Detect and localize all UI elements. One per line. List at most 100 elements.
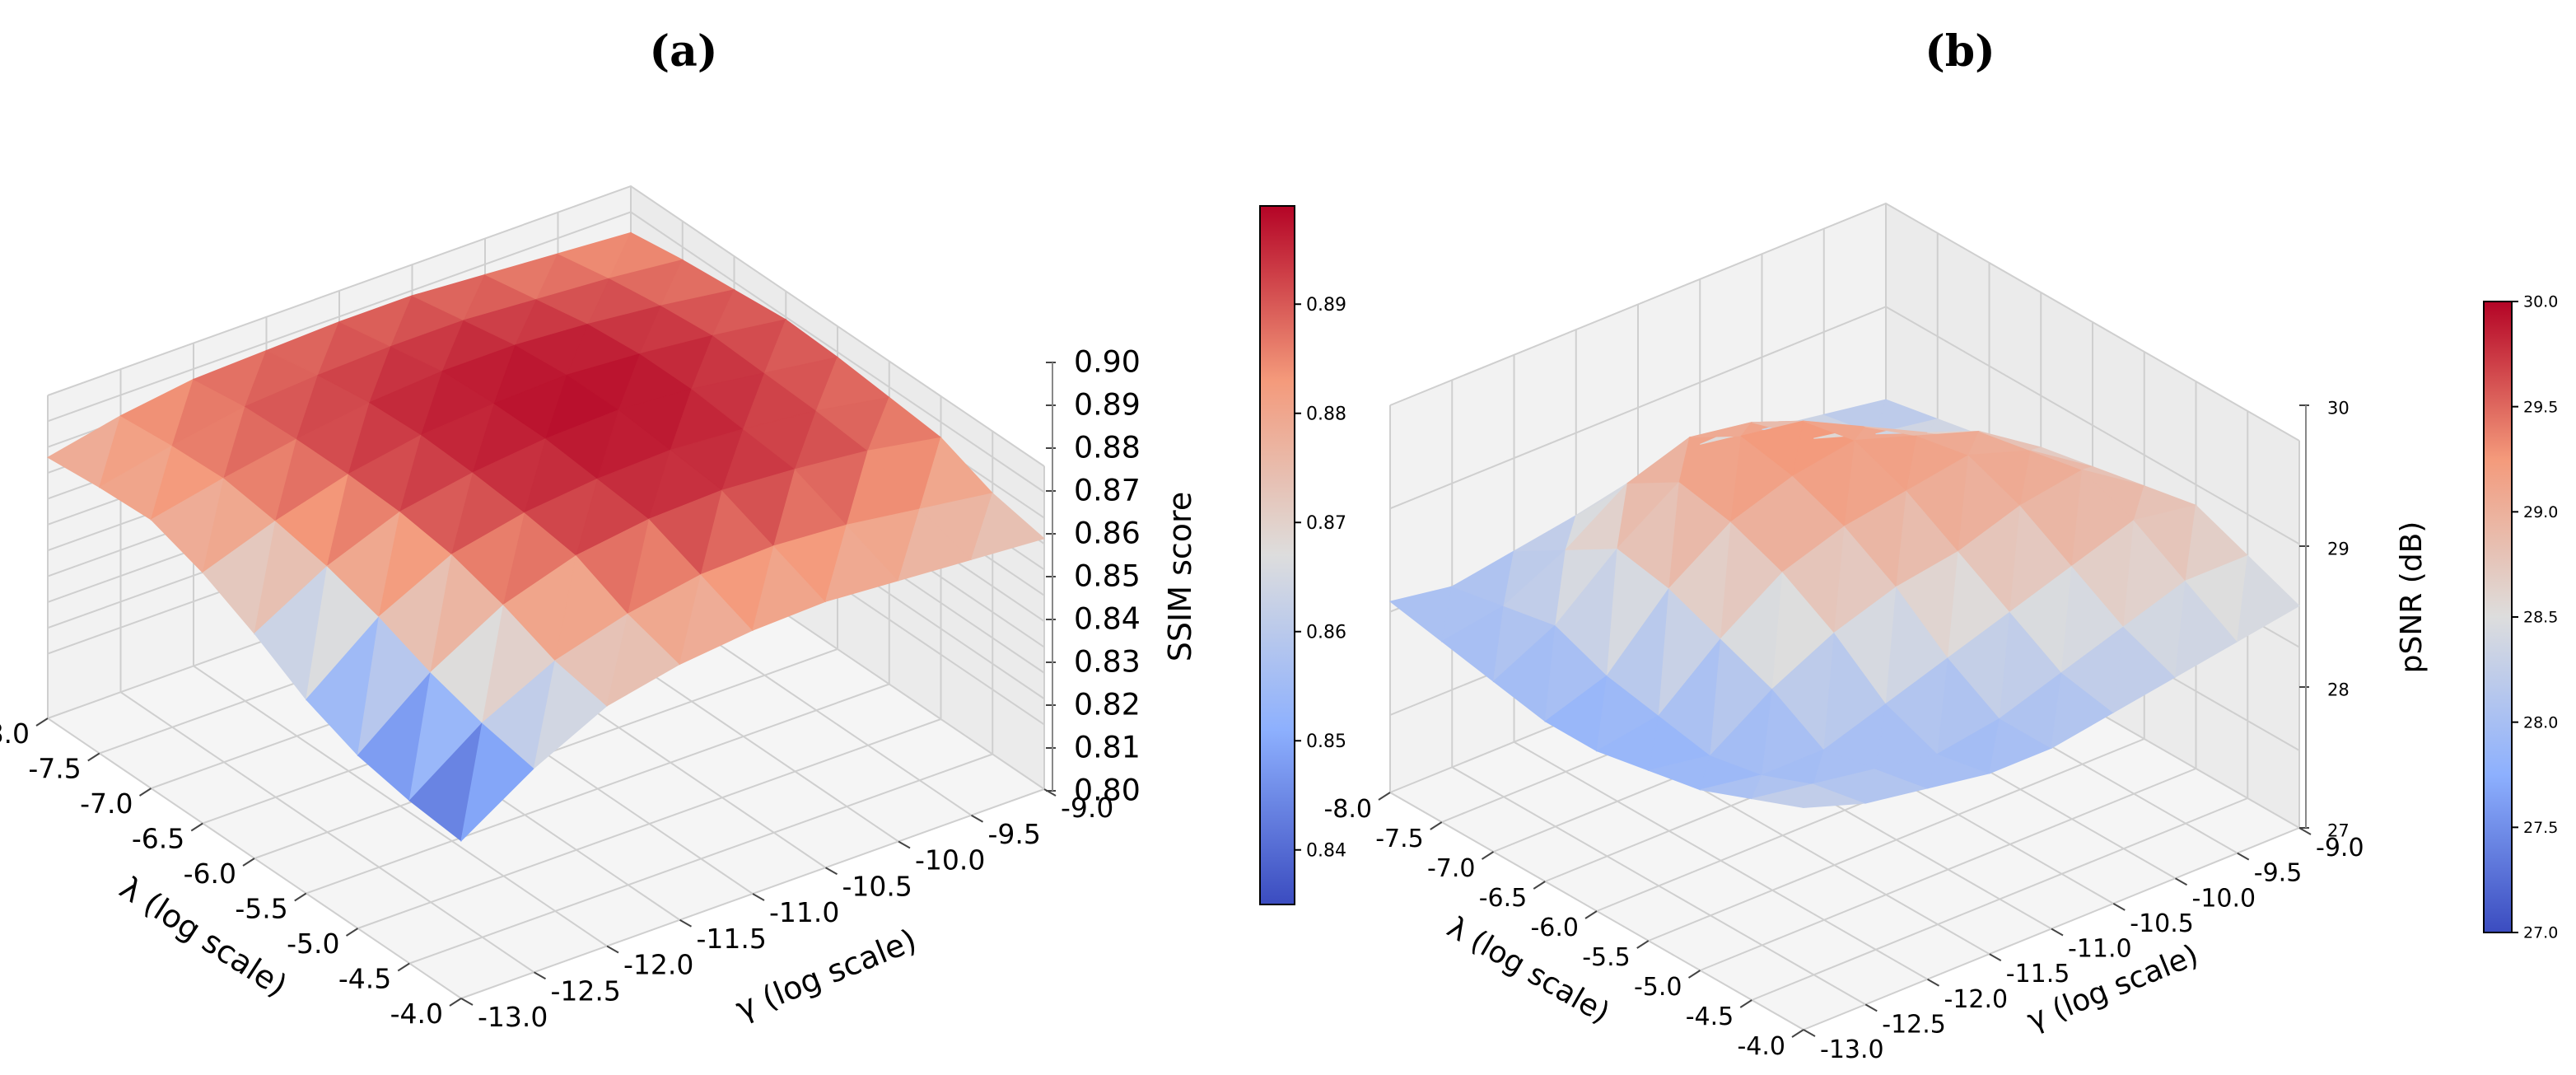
x-tick-label: -5.0 [1634,973,1682,1002]
z-tick-label: 0.89 [1074,387,1141,423]
y-tick-mark [2298,827,2312,835]
y-tick-label: -11.0 [769,896,839,928]
y-tick-label: -12.0 [623,949,693,981]
y-tick-mark [460,998,474,1006]
z-tick-label: 0.90 [1074,344,1141,380]
colorbar-tick-label: 0.88 [1306,404,1346,424]
z-tick-label: 0.83 [1074,644,1141,680]
y-tick-label: -9.0 [2316,834,2364,862]
x-tick-mark [449,998,462,1007]
gridline-y [1513,354,1928,980]
z-tick-label: 28 [2327,680,2350,700]
y-tick-mark [898,840,911,849]
x-tick-label: -5.5 [1582,943,1631,972]
surface-facet [970,492,1046,561]
x-tick-mark [138,788,152,797]
gridline-y [1451,380,1866,1006]
colorbar [2483,301,2513,933]
y-tick-mark [606,945,619,954]
x-tick-mark [1533,881,1546,890]
y-tick-label: -11.5 [697,923,767,955]
y-tick-label: -11.5 [2006,960,2070,989]
x-tick-label: -6.0 [1530,914,1579,942]
colorbar-tick-label: 28.5 [2523,609,2558,627]
y-tick-label: -9.0 [1061,792,1113,824]
colorbar-tick-label: 29.0 [2523,503,2558,521]
y-tick-mark [2112,903,2126,911]
colorbar-tick-label: 0.87 [1306,513,1346,534]
x-tick-mark [1687,970,1701,979]
panel-a: (a) -8.0-7.5-7.0-6.5-6.0-5.5-5.0-4.5-4.0 -… [0,26,1346,1033]
colorbar-tick-label: 27.0 [2523,924,2558,942]
x-tick-label: -6.5 [1479,884,1528,913]
x-tick-mark [294,892,307,902]
y-tick-label: -13.0 [1820,1035,1884,1064]
x-tick-label: -4.0 [390,998,443,1030]
y-tick-mark [2237,852,2250,861]
y-tick-mark [1927,978,1939,987]
y-tick-mark [825,867,838,876]
colorbar-tick-label: 27.5 [2523,819,2558,837]
x-tick-label: -4.0 [1737,1032,1785,1061]
x-tick-mark [1378,792,1391,801]
y-tick-label: -10.5 [842,870,912,902]
y-tick-label: -12.0 [1944,985,2009,1014]
gridline-z [47,211,1045,493]
y-tick-label: -10.0 [915,844,985,876]
z-tick-label: 30 [2327,399,2350,418]
x-tick-mark [397,962,410,972]
surface-facet [2237,554,2300,643]
surface [1388,399,2300,809]
y-tick-mark [1803,1029,1816,1037]
y-tick-label: -13.0 [478,1001,548,1033]
x-tick-label: -7.0 [80,788,133,820]
y-tick-label: -9.5 [988,818,1041,850]
colorbar-tick-label: 0.84 [1306,840,1346,861]
z-tick-label: 0.82 [1074,687,1141,722]
z-tick-label: 0.86 [1074,516,1141,551]
gridline-z [1389,306,2300,545]
panel-title: (a) [650,26,718,77]
x-tick-mark [345,928,359,937]
y-tick-mark [679,918,692,928]
x-tick-label: -8.0 [0,717,30,750]
x-tick-mark [35,717,49,727]
x-tick-mark [1481,851,1495,860]
y-tick-mark [1989,953,2002,961]
x-tick-label: -8.0 [1323,795,1372,824]
z-tick-label: 0.87 [1074,473,1141,508]
z-tick-label: 0.80 [1074,773,1141,808]
y-tick-mark [1864,1003,1878,1012]
x-tick-label: -4.5 [1686,1003,1734,1031]
surface [46,231,1046,843]
panel-title: (b) [1925,26,1995,77]
x-tick-mark [87,752,100,762]
x-tick-label: -6.5 [132,823,184,855]
y-tick-label: -12.5 [1882,1010,1946,1039]
z-tick-label: 0.81 [1074,730,1141,765]
y-tick-label: -10.5 [2130,909,2194,938]
y-tick-mark [534,971,546,980]
x-tick-label: -7.5 [28,753,81,785]
z-tick-label: 27 [2327,821,2350,841]
x-tick-label: -4.5 [338,963,391,995]
x-tick-mark [190,822,203,832]
x-tick-mark [242,858,255,867]
z-tick-label: 0.84 [1074,601,1141,637]
y-tick-mark [2175,877,2187,886]
colorbar-tick-label: 28.0 [2523,713,2558,731]
y-tick-label: -11.0 [2068,935,2132,964]
colorbar-tick-label: 30.0 [2523,293,2558,311]
z-axis-label: SSIM score [1162,492,1198,661]
x-tick-mark [1584,910,1598,919]
x-tick-label: -6.0 [184,858,236,890]
y-tick-label: -10.0 [2192,884,2256,913]
x-tick-label: -7.5 [1375,825,1424,853]
gridline-z [47,185,1045,467]
y-tick-label: -9.5 [2254,859,2303,888]
x-tick-label: -5.5 [235,893,287,925]
colorbar-tick-label: 0.89 [1306,295,1346,315]
x-tick-mark [1739,999,1752,1008]
colorbar-tick-label: 29.5 [2523,398,2558,416]
